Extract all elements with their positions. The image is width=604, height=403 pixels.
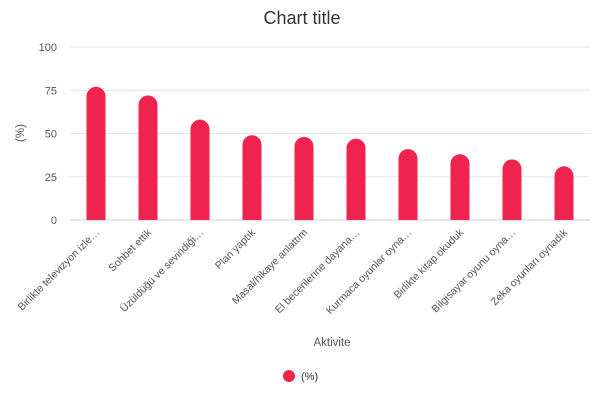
bar[interactable] (346, 138, 366, 220)
legend-marker (283, 370, 295, 382)
y-axis-label: (%) (15, 124, 27, 142)
y-tick-label: 50 (45, 129, 57, 141)
y-tick-label: 0 (51, 215, 57, 227)
x-category-label: Sohbet ettik (106, 226, 154, 274)
x-category-label: Birlikte televizyon izle… (16, 227, 102, 313)
bar[interactable] (502, 159, 522, 220)
bar[interactable] (138, 95, 158, 220)
chart-title: Chart title (263, 8, 340, 28)
bar[interactable] (190, 119, 210, 220)
legend-label: (%) (301, 371, 318, 383)
x-category-label: Plan yaptık (213, 226, 259, 272)
y-tick-label: 75 (45, 85, 57, 97)
bar[interactable] (398, 149, 418, 220)
bar[interactable] (554, 166, 574, 220)
x-category-label: Kurmaca oyunlar oyna… (324, 227, 414, 317)
bar[interactable] (86, 86, 106, 220)
x-category-label: Bilgisayar oyunu oyna… (430, 227, 519, 316)
bar[interactable] (294, 136, 314, 220)
y-axis-ticks: 0 25 50 75 100 (39, 42, 57, 227)
bar[interactable] (242, 135, 262, 220)
y-tick-label: 100 (39, 42, 57, 54)
y-tick-label: 25 (45, 172, 57, 184)
x-axis-label: Aktivite (313, 337, 350, 349)
x-axis-categories: Birlikte televizyon izle… Sohbet ettikÜzü… (16, 226, 571, 317)
legend[interactable]: (%) (283, 370, 318, 383)
bars (86, 86, 574, 220)
x-category-label: El becerilerine dayana… (273, 227, 362, 316)
bar[interactable] (450, 154, 470, 220)
